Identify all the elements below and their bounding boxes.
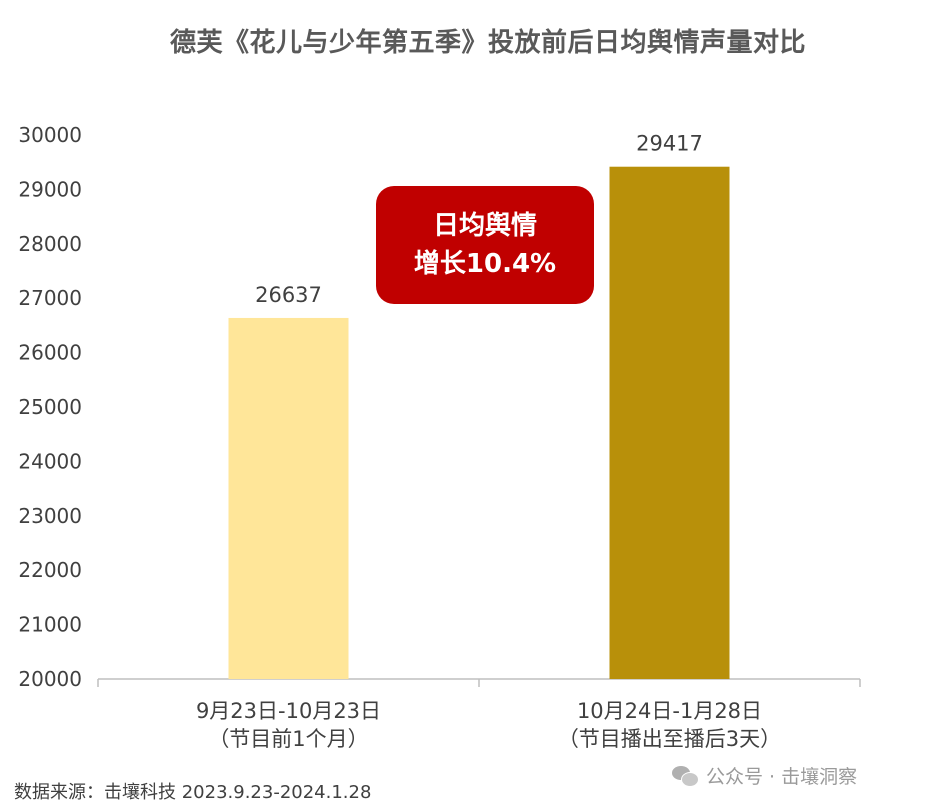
x-category-label: 10月24日-1月28日 （节目播出至播后3天） bbox=[557, 699, 782, 751]
y-tick-label: 24000 bbox=[18, 449, 82, 473]
watermark: 公众号 · 击壤洞察 bbox=[672, 762, 857, 789]
bar bbox=[609, 166, 730, 679]
y-tick-label: 28000 bbox=[18, 232, 82, 256]
bar-value-label: 29417 bbox=[636, 132, 703, 156]
y-tick-label: 21000 bbox=[18, 613, 82, 637]
bar-value-label: 26637 bbox=[255, 283, 322, 307]
wechat-icon bbox=[672, 765, 699, 787]
y-tick-label: 29000 bbox=[18, 177, 82, 201]
y-tick-label: 27000 bbox=[18, 286, 82, 310]
y-tick-label: 26000 bbox=[18, 341, 82, 365]
x-category-label: 9月23日-10月23日 （节目前1个月） bbox=[195, 699, 382, 751]
y-tick-label: 20000 bbox=[18, 667, 82, 691]
bar bbox=[228, 317, 349, 679]
watermark-text: 公众号 · 击壤洞察 bbox=[706, 766, 858, 788]
chart-title: 德芙《花儿与少年第五季》投放前后日均舆情声量对比 bbox=[170, 28, 807, 58]
y-tick-label: 30000 bbox=[18, 123, 82, 147]
growth-badge-line1: 日均舆情 bbox=[432, 211, 537, 241]
y-tick-label: 23000 bbox=[18, 504, 82, 528]
data-source-note: 数据来源：击壤科技 2023.9.23-2024.1.28 bbox=[14, 782, 372, 803]
growth-badge-line2: 增长10.4% bbox=[413, 249, 557, 279]
growth-badge: 日均舆情 增长10.4% bbox=[376, 186, 594, 304]
y-tick-label: 25000 bbox=[18, 395, 82, 419]
y-tick-label: 22000 bbox=[18, 558, 82, 582]
